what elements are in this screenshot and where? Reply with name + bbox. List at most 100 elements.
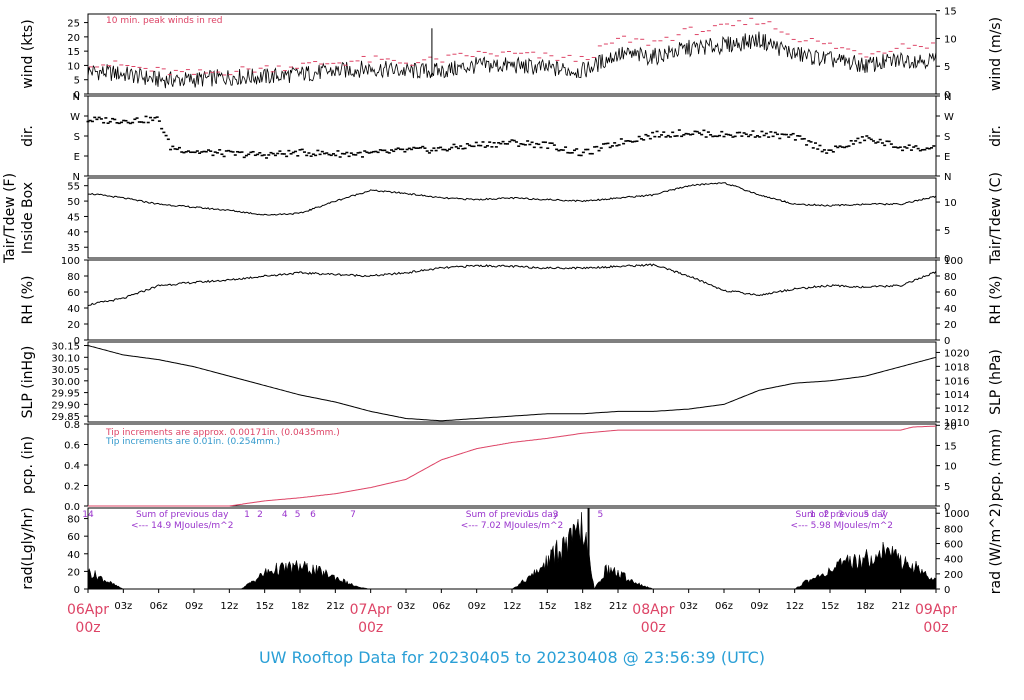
radiation-hour-marker: 14: [82, 510, 94, 520]
pcp-note-tip: Tip increments are 0.01in. (0.254mm.): [105, 437, 280, 447]
rh-ytick-label: 100: [61, 256, 80, 267]
rh-series-line: [87, 263, 937, 307]
rad-ytick-label-right: 200: [944, 570, 963, 581]
radiation-hour-marker: 5: [864, 510, 870, 520]
slp-ytick-label: 30.10: [51, 353, 80, 364]
dir-ytick-label: S: [74, 132, 80, 143]
dir-ytick-label-right: W: [944, 112, 954, 123]
time-axis-hour-label: 15z: [256, 601, 274, 612]
time-axis-date-label: 06Apr: [67, 602, 109, 618]
wind-ytick-label: 10: [67, 61, 80, 72]
time-axis-hour-label: 18z: [856, 601, 874, 612]
slp-ytick-label-right: 1016: [944, 376, 969, 387]
time-axis-day-hour-label: 00z: [641, 620, 666, 636]
time-axis-hour-label: 12z: [786, 601, 804, 612]
radiation-hour-marker: 5: [295, 510, 301, 520]
pcp-ytick-label: 0.2: [64, 482, 80, 493]
temp-ytick-label: 45: [67, 212, 80, 223]
wind-ylabel: wind (kts): [20, 19, 36, 88]
time-axis-hour-label: 18z: [291, 601, 309, 612]
dir-panel-frame: [87, 95, 937, 177]
pcp-ytick-label-right: 15: [944, 441, 957, 452]
temp-ytick-label: 40: [67, 228, 80, 239]
rh-ytick-label-right: 60: [944, 288, 957, 299]
radiation-summary-title: Sum of previous day: [136, 510, 229, 520]
wind-ytick-label: 20: [67, 33, 80, 44]
time-axis-hour-label: 09z: [185, 601, 203, 612]
time-axis-hour-label: 21z: [892, 601, 910, 612]
pcp-ytick-label: 0.4: [64, 461, 80, 472]
radiation-hour-marker: 1: [244, 510, 250, 520]
rad-ytick-label-right: 800: [944, 524, 963, 535]
temp-ytick-label-right: 10: [944, 198, 957, 209]
wind-ytick-label: 25: [67, 19, 80, 30]
rh-ytick-label-right: 100: [944, 256, 963, 267]
rad-ytick-label-right: 1000: [944, 509, 969, 520]
time-axis-date-label: 08Apr: [632, 602, 674, 618]
radiation-summary-title: Sum of previous day: [466, 510, 559, 520]
time-axis-hour-label: 12z: [220, 601, 238, 612]
slp-ytick-label: 30.05: [51, 365, 80, 376]
radiation-hour-marker: 5: [597, 510, 603, 520]
time-axis-hour-label: 15z: [821, 601, 839, 612]
time-axis-day-hour-label: 00z: [75, 620, 100, 636]
dir-ytick-label: E: [74, 152, 80, 163]
dir-ytick-label-right: N: [944, 92, 951, 103]
wind-ytick-label-right: 0: [944, 90, 950, 101]
wind-ytick-label: 15: [67, 47, 80, 58]
figure-title: UW Rooftop Data for 20230405 to 20230408…: [258, 648, 766, 667]
rad-ytick-label-right: 0: [944, 585, 950, 596]
rad-ytick-label-right: 600: [944, 540, 963, 551]
time-axis-hour-label: 03z: [114, 601, 132, 612]
rad-ytick-label-right: 400: [944, 555, 963, 566]
rh-ylabel-right: RH (%): [988, 276, 1004, 325]
time-axis-day-hour-label: 00z: [358, 620, 383, 636]
temp-ytick-label-right: 5: [944, 226, 950, 237]
radiation-summary-value: <--- 7.02 MJoules/m^2: [461, 521, 563, 531]
rad-ylabel: rad(Lgly/hr): [20, 507, 36, 589]
radiation-summary-title: Sum of previous day: [796, 510, 889, 520]
time-axis-hour-label: 06z: [432, 601, 450, 612]
time-axis-hour-label: 09z: [468, 601, 486, 612]
dir-ytick-label-right: E: [944, 152, 950, 163]
slp-ytick-label-right: 1010: [944, 418, 969, 429]
radiation-hour-marker: 7: [880, 510, 886, 520]
radiation-hour-marker: 3: [838, 510, 844, 520]
wind-ytick-label: 0: [74, 90, 80, 101]
wind-peak-note: 10 min. peak winds in red: [106, 16, 223, 26]
dir-ylabel-right: dir.: [988, 125, 1004, 147]
time-axis-hour-label: 21z: [609, 601, 627, 612]
pcp-series-line: [88, 425, 936, 507]
temp-ytick-label-right: 0: [944, 254, 950, 265]
rad-ytick-label: 80: [67, 515, 80, 526]
time-axis-hour-label: 03z: [680, 601, 698, 612]
rh-ytick-label-right: 40: [944, 304, 957, 315]
rad-ytick-label: 40: [67, 550, 80, 561]
rad-ytick-label: 60: [67, 532, 80, 543]
time-axis-hour-label: 15z: [538, 601, 556, 612]
radiation-hour-marker: 7: [350, 510, 356, 520]
temp-panel-frame: [87, 177, 937, 259]
time-axis-day-hour-label: 00z: [923, 620, 948, 636]
pcp-note-approx: Tip increments are approx. 0.00171in. (0…: [105, 428, 340, 438]
radiation-summary-value: <--- 14.9 MJoules/m^2: [131, 521, 233, 531]
rh-ytick-label-right: 20: [944, 320, 957, 331]
pcp-ylabel: pcp. (in): [20, 436, 36, 494]
slp-ytick-label: 30.15: [51, 342, 80, 353]
slp-ytick-label-right: 1020: [944, 348, 969, 359]
rh-ytick-label-right: 80: [944, 272, 957, 283]
time-axis-date-label: 07Apr: [350, 602, 392, 618]
time-axis-hour-label: 21z: [326, 601, 344, 612]
rh-ytick-label: 20: [67, 320, 80, 331]
radiation-summary-value: <--- 5.98 MJoules/m^2: [791, 521, 893, 531]
slp-ytick-label-right: 1012: [944, 404, 969, 415]
radiation-hour-marker: 2: [257, 510, 263, 520]
rh-ylabel: RH (%): [20, 276, 36, 325]
radiation-hour-marker: 1: [809, 510, 815, 520]
temp-ytick-label: 35: [67, 243, 80, 254]
time-axis-hour-label: 18z: [574, 601, 592, 612]
wind-ytick-label-right: 5: [944, 62, 950, 73]
rh-ytick-label: 0: [74, 336, 80, 347]
radiation-hour-marker: 6: [310, 510, 316, 520]
